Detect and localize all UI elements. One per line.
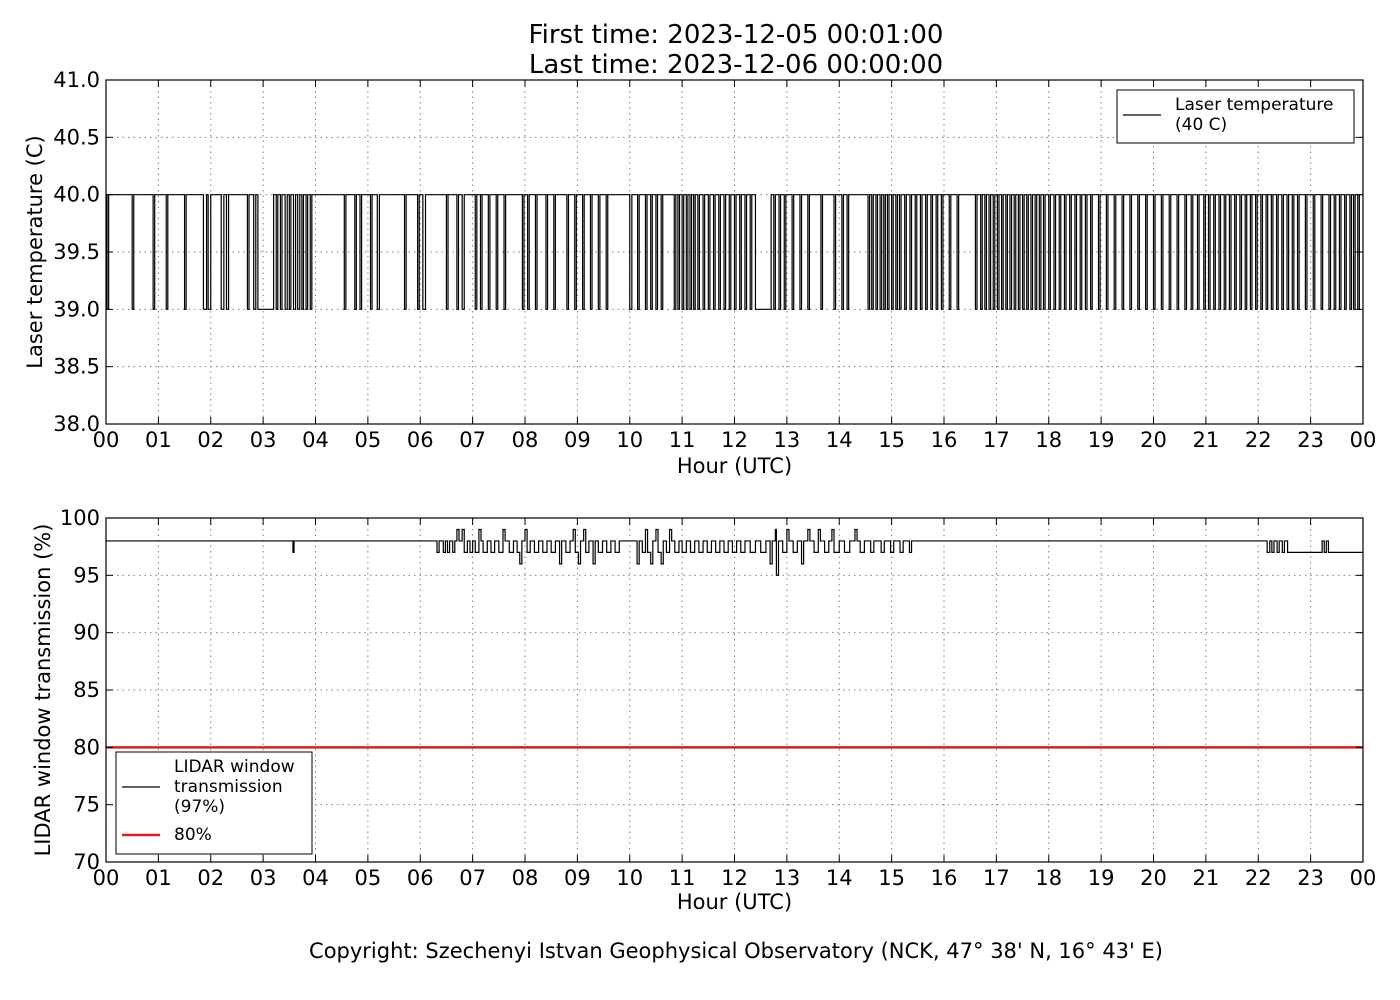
x-tick-label: 21 (1193, 866, 1220, 890)
legend-label: LIDAR window (174, 757, 295, 777)
x-tick-label: 17 (983, 428, 1010, 452)
x-tick-label: 03 (250, 866, 277, 890)
x-tick-label: 00 (93, 866, 120, 890)
x-tick-label: 06 (407, 866, 434, 890)
x-tick-label: 08 (512, 428, 539, 452)
x-tick-label: 02 (197, 428, 224, 452)
y-tick-label: 41.0 (53, 68, 100, 92)
x-tick-label: 14 (826, 428, 853, 452)
x-tick-label: 22 (1245, 866, 1272, 890)
x-tick-label: 16 (931, 428, 958, 452)
x-tick-label: 11 (669, 866, 696, 890)
x-tick-label: 13 (774, 866, 801, 890)
y-axis-label: Laser temperature (C) (23, 135, 47, 368)
title-line-1: First time: 2023-12-05 00:01:00 (529, 20, 944, 50)
y-tick-label: 40.0 (53, 183, 100, 207)
y-tick-label: 39.0 (53, 297, 100, 321)
y-tick-label: 75 (73, 793, 100, 817)
x-tick-label: 11 (669, 428, 696, 452)
y-tick-label: 38.0 (53, 412, 100, 436)
y-tick-label: 38.5 (53, 355, 100, 379)
x-tick-label: 16 (931, 866, 958, 890)
x-tick-label: 13 (774, 428, 801, 452)
x-tick-label: 09 (564, 428, 591, 452)
x-tick-label: 04 (302, 428, 329, 452)
series-line-lidar-transmission (106, 528, 1363, 576)
x-tick-label: 05 (355, 428, 382, 452)
x-tick-label: 00 (1350, 428, 1377, 452)
x-tick-label: 06 (407, 428, 434, 452)
legend-label: transmission (174, 777, 283, 797)
x-tick-label: 04 (302, 866, 329, 890)
x-tick-label: 17 (983, 866, 1010, 890)
y-tick-label: 70 (73, 850, 100, 874)
x-tick-label: 15 (878, 866, 905, 890)
x-tick-label: 18 (1035, 866, 1062, 890)
x-tick-label: 07 (459, 428, 486, 452)
x-axis-label: Hour (UTC) (677, 454, 792, 478)
y-tick-label: 95 (73, 563, 100, 587)
x-tick-label: 01 (145, 428, 172, 452)
y-tick-label: 85 (73, 678, 100, 702)
x-tick-label: 10 (616, 428, 643, 452)
legend-box (115, 751, 313, 855)
x-tick-label: 12 (721, 428, 748, 452)
x-tick-label: 09 (564, 866, 591, 890)
y-tick-label: 90 (73, 621, 100, 645)
x-tick-label: 15 (878, 428, 905, 452)
x-tick-label: 12 (721, 866, 748, 890)
x-tick-label: 14 (826, 866, 853, 890)
legend: Laser temperature(40 C) (1116, 89, 1355, 144)
x-tick-label: 19 (1088, 428, 1115, 452)
legend-label: (97%) (174, 797, 225, 817)
legend-label: Laser temperature (1175, 95, 1333, 115)
x-tick-label: 08 (512, 866, 539, 890)
x-tick-label: 23 (1297, 866, 1324, 890)
copyright-text: Copyright: Szechenyi Istvan Geophysical … (309, 939, 1163, 963)
series-line-laser-temperature (106, 194, 1363, 310)
x-tick-label: 22 (1245, 428, 1272, 452)
x-tick-label: 23 (1297, 428, 1324, 452)
y-tick-label: 80 (73, 735, 100, 759)
x-tick-label: 20 (1140, 428, 1167, 452)
title-line-2: Last time: 2023-12-06 00:00:00 (529, 50, 943, 80)
x-tick-label: 19 (1088, 866, 1115, 890)
legend-label: 80% (174, 825, 212, 845)
x-tick-label: 02 (197, 866, 224, 890)
x-tick-label: 20 (1140, 866, 1167, 890)
y-tick-label: 40.5 (53, 125, 100, 149)
x-tick-label: 21 (1193, 428, 1220, 452)
legend-box (1116, 89, 1355, 144)
x-tick-label: 01 (145, 866, 172, 890)
x-tick-label: 05 (355, 866, 382, 890)
laser-temperature-panel: 00 01 02 03 04 05 06 07 08 09 10 11 12 13 14 15 16 17 18 19… (23, 68, 1376, 478)
x-tick-label: 10 (616, 866, 643, 890)
x-axis-label: Hour (UTC) (677, 890, 792, 914)
lidar-transmission-panel: 00 01 02 03 04 05 06 07 08 09 10 11 12 13 14 15 16 17 18 19… (31, 506, 1376, 914)
x-tick-label: 00 (93, 428, 120, 452)
x-tick-label: 18 (1035, 428, 1062, 452)
y-axis-label: LIDAR window transmission (%) (31, 524, 55, 857)
y-tick-label: 100 (60, 506, 100, 530)
x-tick-label: 00 (1350, 866, 1377, 890)
legend-label: (40 C) (1175, 115, 1227, 135)
x-tick-label: 07 (459, 866, 486, 890)
x-tick-label: 03 (250, 428, 277, 452)
y-tick-label: 39.5 (53, 240, 100, 264)
